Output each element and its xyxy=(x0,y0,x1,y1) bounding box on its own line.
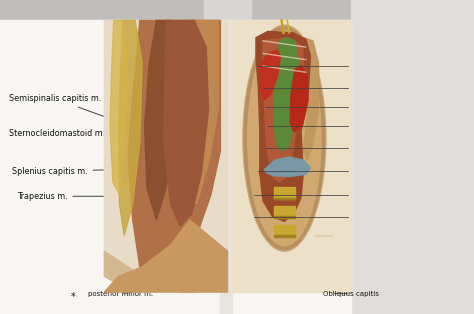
Polygon shape xyxy=(104,251,152,292)
Text: Obliquus capitis: Obliquus capitis xyxy=(323,291,379,297)
Text: *: * xyxy=(71,292,76,302)
Bar xyxy=(232,20,351,292)
Bar xyxy=(274,225,295,237)
Polygon shape xyxy=(264,157,310,176)
Text: signature: signature xyxy=(315,234,335,237)
Polygon shape xyxy=(104,220,228,292)
Text: posterior minor m.: posterior minor m. xyxy=(88,291,154,297)
Bar xyxy=(274,198,295,199)
Polygon shape xyxy=(182,20,218,204)
Polygon shape xyxy=(303,38,319,160)
Bar xyxy=(220,20,232,314)
Bar xyxy=(204,0,251,20)
Bar xyxy=(274,235,295,237)
Polygon shape xyxy=(274,38,299,151)
Polygon shape xyxy=(104,20,228,292)
Bar xyxy=(351,0,474,314)
Polygon shape xyxy=(110,20,127,195)
Text: Splenius capitis m.: Splenius capitis m. xyxy=(12,167,118,176)
Polygon shape xyxy=(128,20,220,289)
Ellipse shape xyxy=(244,27,325,250)
Bar xyxy=(0,20,351,314)
Polygon shape xyxy=(164,20,209,226)
Ellipse shape xyxy=(247,31,321,246)
Polygon shape xyxy=(260,50,281,100)
Text: Trapezius m.: Trapezius m. xyxy=(17,192,118,201)
Bar xyxy=(274,216,295,218)
Polygon shape xyxy=(256,31,310,221)
Polygon shape xyxy=(263,38,304,182)
Polygon shape xyxy=(145,20,180,220)
Polygon shape xyxy=(290,66,308,132)
Bar xyxy=(274,206,295,218)
Ellipse shape xyxy=(243,25,326,251)
Text: Semispinalis capitis m.: Semispinalis capitis m. xyxy=(9,95,113,120)
Bar xyxy=(274,187,295,199)
Polygon shape xyxy=(118,20,142,236)
Text: Sternocleidomastoid m.: Sternocleidomastoid m. xyxy=(9,129,111,140)
Polygon shape xyxy=(178,20,197,292)
Bar xyxy=(0,0,474,20)
